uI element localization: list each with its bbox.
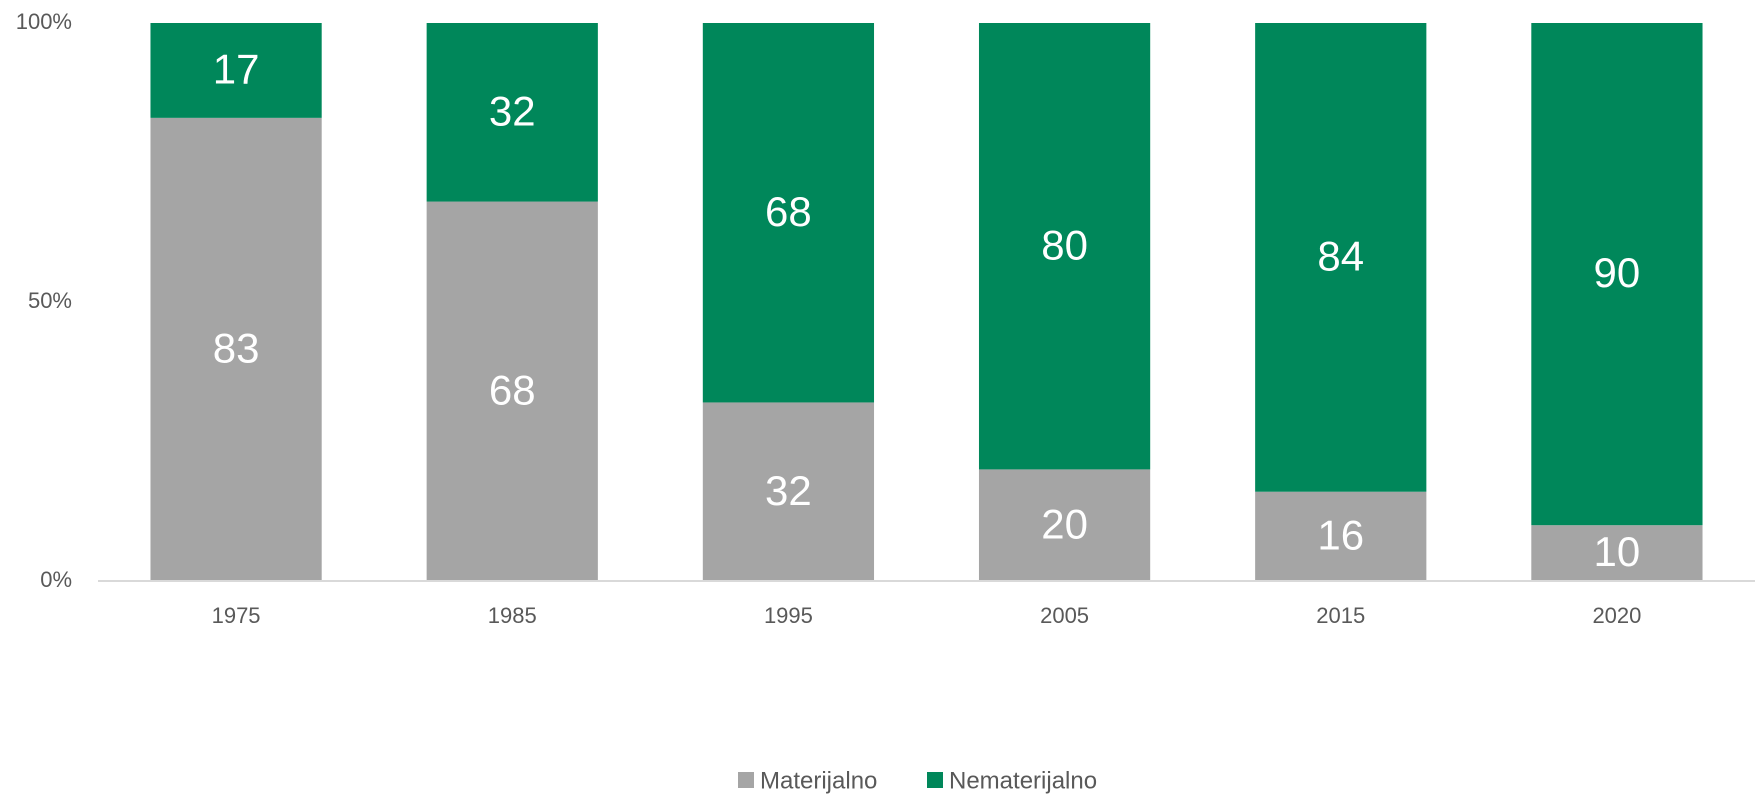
bar-segment xyxy=(150,117,322,582)
data-label: 68 xyxy=(765,188,812,235)
x-tick-label: 2005 xyxy=(1040,603,1089,628)
bar-segment xyxy=(702,23,875,403)
bar-segment xyxy=(426,23,598,202)
x-tick-label: 1975 xyxy=(212,603,261,628)
bar-segment xyxy=(1531,23,1703,526)
data-label: 20 xyxy=(1041,500,1088,547)
legend-swatch xyxy=(738,772,754,788)
x-tick-label: 1985 xyxy=(488,603,537,628)
data-label: 10 xyxy=(1594,528,1641,575)
data-label: 90 xyxy=(1594,249,1641,296)
y-tick-label: 100% xyxy=(16,9,72,34)
bar-segment xyxy=(702,402,875,581)
bar-segment xyxy=(978,469,1151,581)
data-label: 32 xyxy=(765,467,812,514)
legend-label: Materijalno xyxy=(760,767,877,794)
data-label: 17 xyxy=(213,46,260,93)
legend-label: Nematerijalno xyxy=(949,767,1097,794)
data-label: 80 xyxy=(1041,221,1088,268)
bar-segment xyxy=(150,23,322,118)
data-label: 16 xyxy=(1317,511,1364,558)
data-label: 84 xyxy=(1317,232,1364,279)
bar-segment xyxy=(978,23,1151,470)
x-tick-label: 2015 xyxy=(1316,603,1365,628)
x-tick-label: 1995 xyxy=(764,603,813,628)
x-tick-label: 2020 xyxy=(1592,603,1641,628)
data-label: 83 xyxy=(213,325,260,372)
y-tick-label: 50% xyxy=(28,288,72,313)
bar-segment xyxy=(1255,23,1427,492)
bar-segment xyxy=(1255,491,1427,581)
data-label: 68 xyxy=(489,366,536,413)
data-label: 32 xyxy=(489,87,536,134)
bar-segment xyxy=(1531,525,1703,581)
y-tick-label: 0% xyxy=(40,567,72,592)
legend-swatch xyxy=(927,772,943,788)
bar-segment xyxy=(426,201,598,581)
